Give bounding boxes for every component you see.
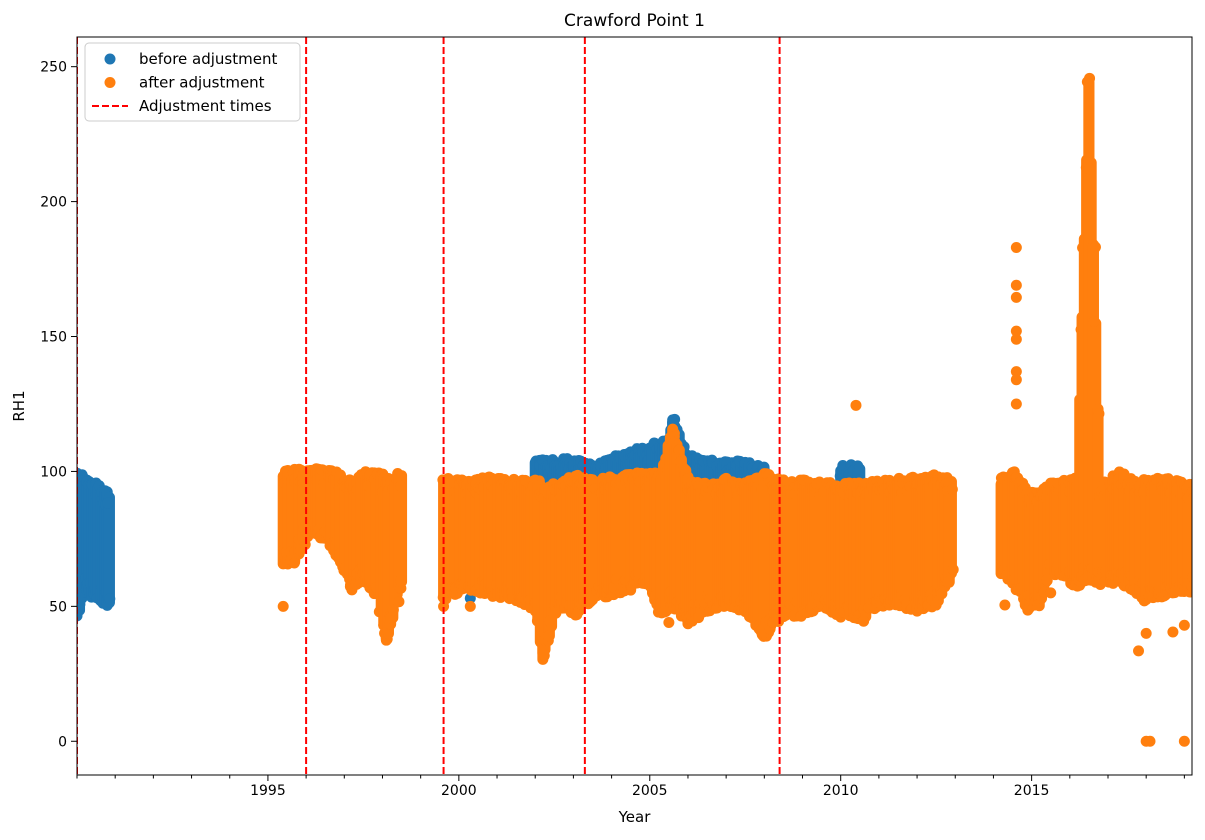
- data-point: [395, 574, 407, 586]
- legend-box: [84, 42, 301, 122]
- data-point: [1010, 325, 1022, 337]
- data-point: [1187, 492, 1192, 504]
- data-point: [942, 576, 954, 588]
- data-point: [1010, 279, 1022, 291]
- data-point: [102, 497, 114, 509]
- data-point: [1178, 619, 1190, 631]
- y-tick-label: 100: [40, 464, 67, 480]
- y-axis-label: RH1: [10, 390, 28, 421]
- data-point: [1010, 241, 1022, 253]
- adjustment-lines: [77, 37, 781, 775]
- chart-title: Crawford Point 1: [564, 11, 705, 31]
- series-after-adjustment: [277, 72, 1192, 747]
- data-point: [104, 593, 116, 605]
- data-point: [1144, 735, 1156, 747]
- x-tick-label: 2010: [823, 783, 859, 799]
- data-point: [946, 483, 958, 495]
- data-point: [1088, 316, 1100, 328]
- data-point: [387, 604, 399, 616]
- data-point: [1178, 735, 1190, 747]
- data-point: [1010, 374, 1022, 386]
- y-tick-label: 50: [49, 599, 67, 615]
- data-point: [1010, 291, 1022, 303]
- legend-label: Adjustment times: [139, 97, 272, 115]
- data-point: [1084, 163, 1096, 175]
- legend-label: before adjustment: [139, 50, 277, 68]
- legend-label: after adjustment: [139, 74, 265, 92]
- data-point: [999, 599, 1011, 611]
- y-tick-label: 200: [40, 195, 67, 211]
- x-tick-label: 1995: [250, 783, 286, 799]
- y-tick-label: 250: [40, 60, 67, 76]
- x-axis-label: Year: [618, 808, 652, 826]
- data-point: [1140, 627, 1152, 639]
- data-point: [385, 612, 397, 624]
- data-point: [850, 399, 862, 411]
- data-point: [393, 596, 405, 608]
- data-point: [395, 480, 407, 492]
- y-tick-label: 150: [40, 330, 67, 346]
- data-point: [673, 444, 685, 456]
- legend-marker: [104, 77, 116, 88]
- data-points: [77, 72, 1192, 747]
- legend-marker: [104, 53, 116, 65]
- data-point: [464, 600, 476, 612]
- data-point: [1081, 76, 1093, 88]
- data-point: [438, 600, 450, 612]
- data-point: [288, 557, 300, 569]
- data-point: [663, 617, 675, 629]
- data-point: [858, 615, 870, 627]
- x-tick-label: 2005: [632, 783, 668, 799]
- x-axis-ticks: 1995 2000 2005 2010 2015: [76, 775, 1185, 799]
- data-point: [1010, 333, 1022, 345]
- legend: before adjustment after adjustment Adjustm…: [84, 42, 301, 122]
- data-point: [1045, 587, 1057, 599]
- data-point: [1089, 241, 1101, 253]
- data-point: [1187, 571, 1192, 583]
- data-point: [1010, 398, 1022, 410]
- data-point: [277, 600, 289, 612]
- x-tick-label: 2015: [1014, 783, 1050, 799]
- data-point: [1167, 626, 1179, 638]
- data-point: [542, 630, 554, 642]
- data-point: [1133, 645, 1145, 657]
- data-point: [1093, 408, 1105, 420]
- plot-frame: [76, 36, 1193, 776]
- y-tick-label: 0: [58, 734, 67, 750]
- data-point: [1010, 366, 1022, 378]
- data-point: [947, 564, 959, 576]
- y-axis-ticks: 0 50 100 150 200 250: [40, 60, 77, 750]
- x-tick-label: 2000: [441, 783, 477, 799]
